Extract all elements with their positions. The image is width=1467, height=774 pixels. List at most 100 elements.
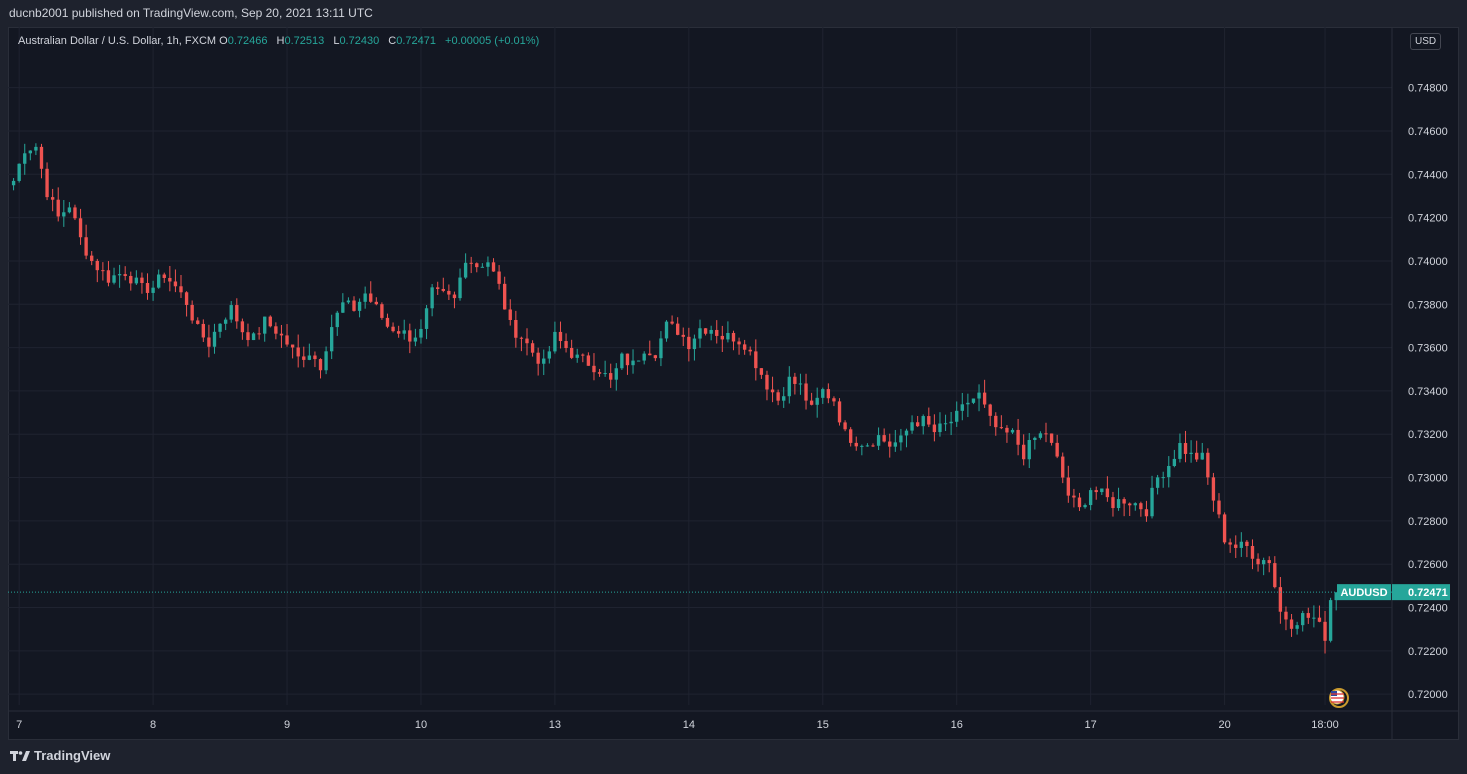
y-tick-label: 0.72200: [1408, 646, 1448, 658]
candle-body: [1155, 477, 1160, 488]
candle-body: [341, 302, 345, 313]
candle-body: [307, 355, 312, 360]
change-value: +0.00005 (+0.01%): [445, 35, 540, 47]
candle-body: [39, 146, 44, 169]
candle-body: [759, 368, 764, 375]
candle-body: [664, 321, 669, 339]
x-tick-label: 7: [16, 719, 22, 731]
candle-body: [938, 423, 942, 433]
candle-body: [1010, 429, 1015, 433]
candle-body: [1049, 433, 1054, 443]
chart-panel[interactable]: [8, 27, 1459, 740]
x-tick-label: 14: [683, 719, 695, 731]
candle-body: [95, 260, 99, 271]
open-value: 0.72466: [227, 35, 268, 47]
candle-body: [603, 373, 607, 375]
candle-body: [988, 404, 992, 416]
symbol-price-tag: [1337, 584, 1391, 601]
candle-body: [45, 168, 49, 198]
candle-body: [586, 355, 591, 366]
candle-body: [910, 422, 914, 431]
candle-body: [352, 300, 356, 311]
close-label: C: [388, 35, 397, 47]
candlestick-chart[interactable]: 0.74800 0.74600 0.74400 0.74200 0.74000 0.738…: [8, 27, 1459, 740]
candle-body: [1245, 541, 1249, 546]
candle-body: [1083, 505, 1087, 508]
candle-body: [1211, 477, 1216, 501]
candle-body: [34, 146, 38, 151]
candle-body: [184, 292, 189, 305]
candle-body: [168, 277, 172, 282]
candle-body: [514, 319, 518, 338]
candle-body: [1077, 497, 1082, 508]
candle-body: [1317, 617, 1322, 622]
candle-body: [173, 281, 178, 287]
candle-body: [475, 263, 479, 268]
candle-body: [380, 304, 384, 318]
candle-body: [1072, 495, 1076, 498]
candle-body: [536, 352, 540, 364]
candle-body: [525, 338, 529, 344]
candle-body: [1228, 542, 1232, 545]
candle-body: [335, 312, 339, 328]
candle-body: [106, 270, 111, 283]
candle-body: [458, 277, 462, 299]
candle-body: [117, 274, 122, 276]
candle-body: [223, 319, 228, 324]
symbol-price-tag-label: AUDUSD: [1340, 587, 1387, 599]
candle-body: [201, 323, 205, 338]
candle-body: [413, 337, 418, 342]
candle-body: [1038, 433, 1043, 438]
candle-body: [1094, 490, 1098, 493]
candle-body: [1033, 437, 1037, 441]
x-tick-label: 15: [817, 719, 829, 731]
candle-body: [770, 389, 775, 393]
candle-body: [742, 344, 747, 350]
candle-body: [871, 445, 875, 447]
currency-badge[interactable]: USD: [1410, 33, 1442, 50]
candle-body: [1328, 600, 1333, 641]
symbol-name[interactable]: Australian Dollar / U.S. Dollar, 1h, FXC…: [18, 35, 217, 47]
candle-body: [56, 199, 60, 217]
candle-body: [519, 337, 524, 339]
candle-body: [971, 398, 976, 403]
candle-body: [67, 207, 72, 213]
candle-body: [101, 270, 105, 272]
candle-body: [698, 328, 702, 339]
candle-body: [994, 415, 998, 428]
candle-body: [904, 430, 909, 436]
candle-body: [302, 356, 306, 360]
candle-body: [949, 421, 953, 424]
candle-body: [860, 445, 864, 447]
candle-body: [687, 336, 691, 350]
candle-body: [251, 333, 256, 341]
candle-body: [1234, 544, 1238, 548]
candle-body: [982, 392, 987, 405]
candle-body: [408, 330, 412, 342]
candle-body: [1139, 503, 1143, 510]
candle-body: [1161, 477, 1165, 479]
candle-body: [179, 286, 183, 293]
candle-body: [229, 305, 233, 320]
y-tick-label: 0.73000: [1408, 473, 1448, 485]
candle-body: [1273, 563, 1277, 588]
candle-body: [1183, 443, 1188, 454]
candle-body: [419, 328, 423, 338]
y-tick-label: 0.72000: [1408, 689, 1448, 701]
candle-body: [575, 354, 579, 358]
candle-body: [190, 304, 194, 321]
candle-body: [625, 353, 630, 366]
y-tick-label: 0.74800: [1408, 83, 1448, 95]
candle-body: [999, 427, 1004, 429]
candle-body: [257, 333, 261, 335]
candle-body: [569, 347, 574, 358]
candle-body: [285, 335, 289, 345]
candle-body: [1222, 514, 1227, 543]
candle-body: [1122, 499, 1126, 504]
candle-body: [1239, 541, 1243, 548]
candle-body: [357, 301, 362, 311]
candle-body: [754, 351, 758, 369]
candle-body: [927, 416, 931, 425]
candle-body: [1334, 592, 1338, 601]
candle-body: [659, 338, 663, 359]
